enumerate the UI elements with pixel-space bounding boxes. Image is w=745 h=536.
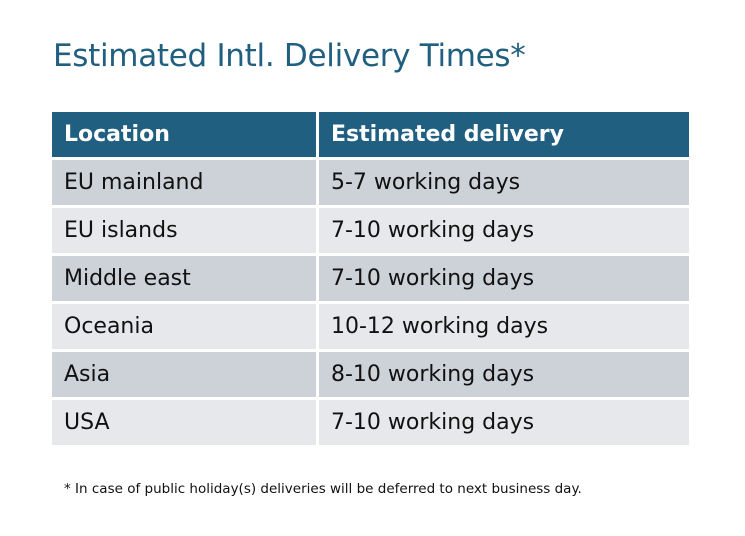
location-cell: Middle east [52, 256, 316, 301]
delivery-cell: 7-10 working days [319, 208, 689, 253]
table-row: Middle east 7-10 working days [52, 256, 689, 301]
table-row: Asia 8-10 working days [52, 352, 689, 397]
location-cell: USA [52, 400, 316, 445]
location-cell: Oceania [52, 304, 316, 349]
location-cell: EU islands [52, 208, 316, 253]
delivery-cell: 5-7 working days [319, 160, 689, 205]
table-header-row: Location Estimated delivery [52, 112, 689, 157]
table-row: EU islands 7-10 working days [52, 208, 689, 253]
location-cell: Asia [52, 352, 316, 397]
page-title: Estimated Intl. Delivery Times* [53, 38, 526, 74]
location-cell: EU mainland [52, 160, 316, 205]
delivery-cell: 7-10 working days [319, 400, 689, 445]
table-row: Oceania 10-12 working days [52, 304, 689, 349]
delivery-cell: 8-10 working days [319, 352, 689, 397]
delivery-cell: 10-12 working days [319, 304, 689, 349]
table-row: EU mainland 5-7 working days [52, 160, 689, 205]
delivery-cell: 7-10 working days [319, 256, 689, 301]
footnote: * In case of public holiday(s) deliverie… [64, 481, 582, 497]
delivery-table: Location Estimated delivery EU mainland 5… [49, 109, 692, 448]
table-row: USA 7-10 working days [52, 400, 689, 445]
header-estimated-delivery: Estimated delivery [319, 112, 689, 157]
header-location: Location [52, 112, 316, 157]
